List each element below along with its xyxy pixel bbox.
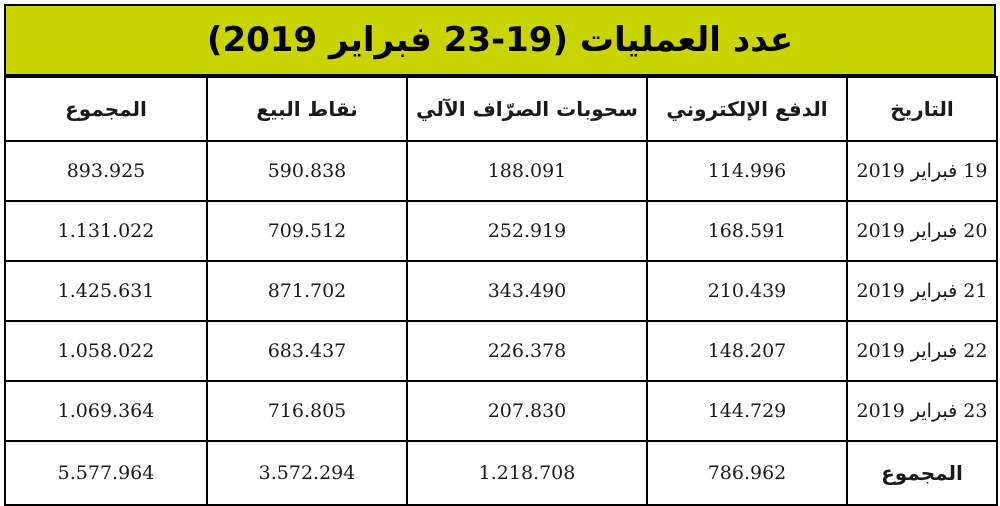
cell-total: 1.058.022 [4, 320, 208, 382]
table-row: 21 فبراير 2019 210.439 343.490 871.702 1… [4, 260, 998, 322]
cell-epay: 148.207 [646, 320, 848, 382]
transactions-table: التاريخ الدفع الإلكتروني سحوبات الصرّاف … [4, 76, 998, 506]
cell-pos: 683.437 [206, 320, 408, 382]
cell-date: 19 فبراير 2019 [846, 140, 998, 202]
header-total: المجموع [4, 76, 208, 142]
totals-atm: 1.218.708 [406, 440, 648, 506]
header-epay: الدفع الإلكتروني [646, 76, 848, 142]
table-row: 20 فبراير 2019 168.591 252.919 709.512 1… [4, 200, 998, 262]
totals-total: 5.577.964 [4, 440, 208, 506]
cell-pos: 590.838 [206, 140, 408, 202]
cell-atm: 188.091 [406, 140, 648, 202]
cell-epay: 114.996 [646, 140, 848, 202]
totals-epay: 786.962 [646, 440, 848, 506]
cell-pos: 871.702 [206, 260, 408, 322]
cell-pos: 716.805 [206, 380, 408, 442]
totals-row: المجموع 786.962 1.218.708 3.572.294 5.57… [4, 440, 998, 506]
cell-total: 1.131.022 [4, 200, 208, 262]
table-row: 23 فبراير 2019 144.729 207.830 716.805 1… [4, 380, 998, 442]
cell-atm: 226.378 [406, 320, 648, 382]
cell-atm: 343.490 [406, 260, 648, 322]
header-pos: نقاط البيع [206, 76, 408, 142]
totals-label: المجموع [846, 440, 998, 506]
title-bar: عدد العمليات (19-23 فبراير 2019) [4, 4, 996, 76]
cell-epay: 210.439 [646, 260, 848, 322]
cell-total: 1.069.364 [4, 380, 208, 442]
cell-atm: 207.830 [406, 380, 648, 442]
cell-atm: 252.919 [406, 200, 648, 262]
table-row: 22 فبراير 2019 148.207 226.378 683.437 1… [4, 320, 998, 382]
cell-epay: 144.729 [646, 380, 848, 442]
cell-date: 20 فبراير 2019 [846, 200, 998, 262]
cell-date: 21 فبراير 2019 [846, 260, 998, 322]
totals-pos: 3.572.294 [206, 440, 408, 506]
cell-pos: 709.512 [206, 200, 408, 262]
cell-total: 893.925 [4, 140, 208, 202]
cell-total: 1.425.631 [4, 260, 208, 322]
table-row: 19 فبراير 2019 114.996 188.091 590.838 8… [4, 140, 998, 202]
table-title: عدد العمليات (19-23 فبراير 2019) [206, 20, 794, 60]
cell-date: 22 فبراير 2019 [846, 320, 998, 382]
header-atm: سحوبات الصرّاف الآلي [406, 76, 648, 142]
cell-date: 23 فبراير 2019 [846, 380, 998, 442]
cell-epay: 168.591 [646, 200, 848, 262]
header-date: التاريخ [846, 76, 998, 142]
header-row: التاريخ الدفع الإلكتروني سحوبات الصرّاف … [4, 76, 998, 142]
